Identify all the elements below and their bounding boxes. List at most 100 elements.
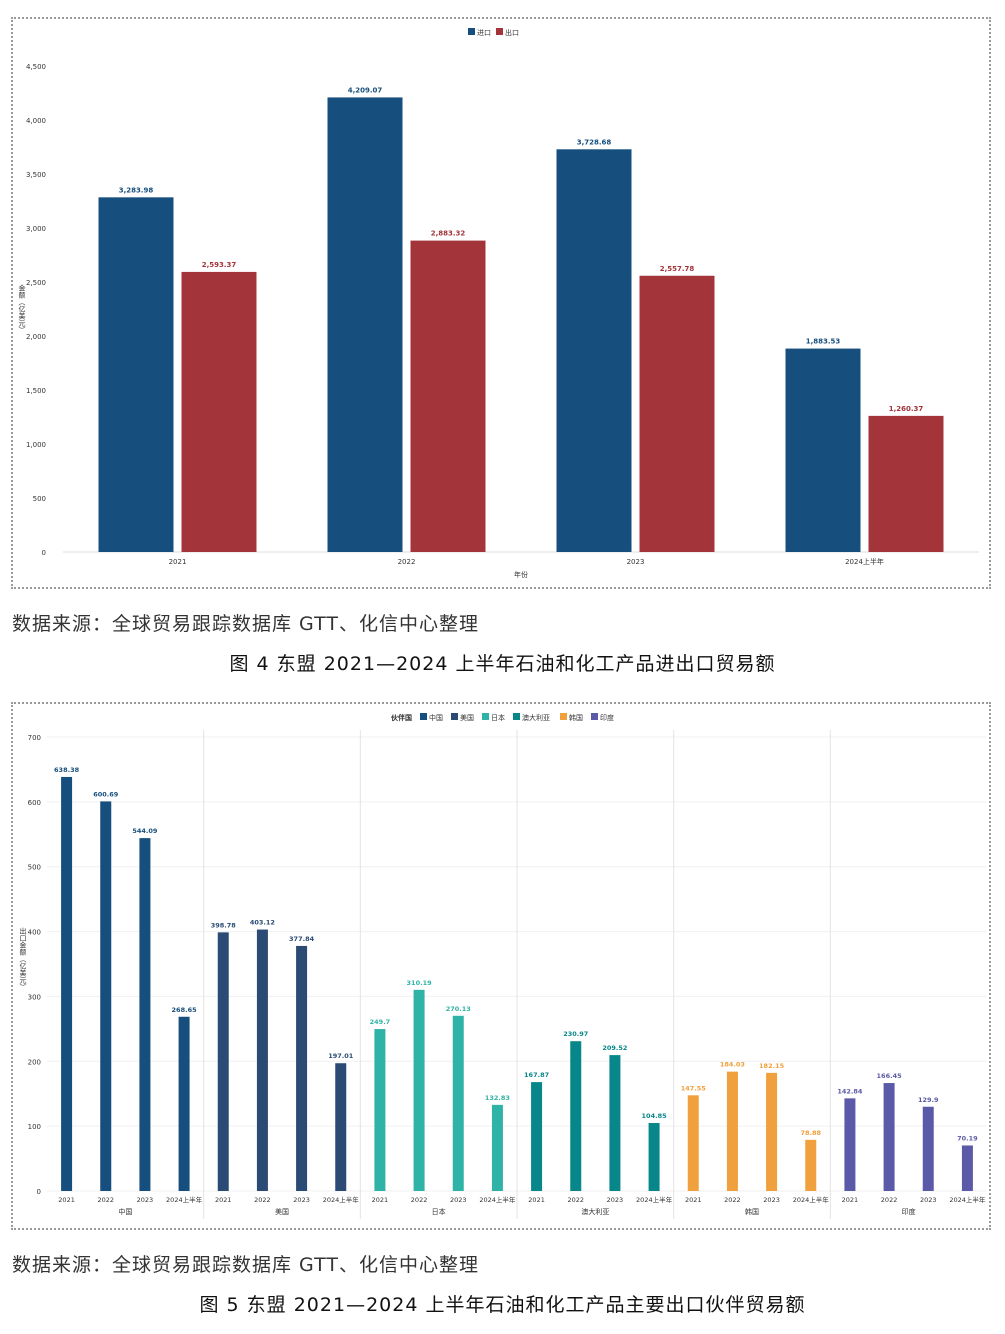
data-label: 142.84 (837, 1087, 863, 1095)
y-tick-label: 700 (28, 734, 41, 742)
legend-label-0: 中国 (429, 713, 443, 722)
bar-import-3 (785, 348, 861, 552)
bar-0-2 (139, 838, 151, 1191)
bar-4-2 (766, 1072, 778, 1191)
bar-0-0 (61, 776, 73, 1191)
x-tick-label: 2022 (881, 1196, 898, 1204)
figure-5-source: 数据来源：全球贸易跟踪数据库 GTT、化信中心整理 (12, 1254, 479, 1276)
figure-4-source: 数据来源：全球贸易跟踪数据库 GTT、化信中心整理 (12, 613, 479, 635)
y-tick-label: 3,500 (26, 171, 46, 179)
x-tick-label: 2024上半年 (949, 1195, 986, 1204)
bar-import-2 (556, 149, 632, 553)
y-tick-label: 200 (28, 1058, 41, 1066)
bar-3-3 (648, 1122, 660, 1191)
bar-1-1 (256, 929, 268, 1191)
chart-import-export-svg: 0 500 1,000 1,500 2,000 2,500 3,000 3,500 4,000 4… (18, 28, 979, 579)
y-tick-label: 3,000 (26, 225, 46, 233)
legend-label-5: 印度 (600, 713, 614, 722)
bar-3-1 (570, 1041, 582, 1191)
x-tick-label: 2024上半年 (793, 1195, 830, 1204)
x-tick-label: 2024上半年 (636, 1195, 673, 1204)
x-tick-label: 2023 (920, 1196, 937, 1204)
legend-swatch-1 (451, 713, 458, 720)
data-label: 270.13 (446, 1005, 471, 1013)
y-tick-label: 1,000 (26, 441, 46, 449)
x-tick-label: 2023 (293, 1196, 310, 1204)
bar-export-1 (410, 240, 486, 552)
legend-label-0: 进口 (477, 29, 491, 37)
y-axis-label: 出口金额（亿美元） (19, 927, 27, 991)
data-label: 638.38 (54, 766, 80, 774)
y-tick-label: 500 (28, 864, 41, 872)
bar-5-2 (922, 1106, 934, 1191)
group-label: 中国 (118, 1207, 132, 1216)
bar-1-2 (296, 945, 308, 1191)
x-tick-label: 2024上半年 (479, 1195, 516, 1204)
data-label: 2,883.32 (431, 230, 466, 238)
x-tick-label: 2021 (58, 1196, 75, 1204)
x-tick-label: 2022 (398, 558, 416, 566)
group-label: 美国 (275, 1207, 289, 1216)
x-axis-label: 年份 (514, 570, 528, 579)
chart-export-partners: 0 100 200 300 400 500 600 700 出口金额（亿美元） 伙伴国 中国 美国 日本… (11, 702, 991, 1230)
group-label: 澳大利亚 (581, 1207, 609, 1216)
data-label: 104.85 (642, 1112, 668, 1120)
bar-export-3 (868, 415, 944, 552)
data-label: 132.83 (485, 1094, 510, 1102)
x-tick-label: 2024上半年 (323, 1195, 360, 1204)
x-tick-label: 2024上半年 (166, 1195, 203, 1204)
data-label: 78.88 (800, 1129, 821, 1137)
y-tick-label: 500 (33, 495, 46, 503)
data-label: 600.69 (93, 790, 119, 798)
x-tick-label: 2021 (842, 1196, 859, 1204)
x-tick-label: 2022 (567, 1196, 584, 1204)
data-label: 184.03 (720, 1061, 745, 1069)
x-tick-label: 2021 (685, 1196, 702, 1204)
y-tick-label: 0 (37, 1188, 41, 1196)
data-label: 166.45 (877, 1072, 903, 1080)
y-tick-label: 2,500 (26, 279, 46, 287)
data-label: 377.84 (289, 935, 315, 943)
bar-1-3 (335, 1063, 347, 1191)
group-label: 印度 (902, 1207, 916, 1216)
y-tick-label: 400 (28, 929, 41, 937)
data-label: 167.87 (524, 1071, 549, 1079)
x-tick-label: 2021 (215, 1196, 232, 1204)
y-tick-label: 600 (28, 799, 41, 807)
bar-0-1 (100, 801, 112, 1191)
y-tick-label: 4,000 (26, 117, 46, 125)
legend-swatch-5 (591, 713, 598, 720)
data-label: 3,728.68 (577, 138, 612, 146)
legend-swatch-2 (482, 713, 489, 720)
x-tick-label: 2024上半年 (845, 557, 884, 566)
y-tick-label: 0 (42, 549, 46, 557)
legend-label-1: 美国 (460, 713, 474, 722)
y-axis-label: 金额（亿美元） (18, 284, 26, 334)
x-tick-label: 2022 (724, 1196, 741, 1204)
x-tick-label: 2023 (607, 1196, 624, 1204)
x-tick-label: 2023 (450, 1196, 467, 1204)
group-label: 日本 (432, 1207, 446, 1216)
data-label: 249.7 (370, 1018, 391, 1026)
bar-import-1 (327, 97, 403, 552)
x-tick-label: 2023 (627, 558, 645, 566)
x-tick-label: 2021 (372, 1196, 389, 1204)
bar-1-0 (217, 932, 229, 1191)
bar-3-0 (531, 1082, 543, 1191)
data-label: 129.9 (918, 1096, 939, 1104)
bar-2-2 (452, 1015, 464, 1191)
x-tick-label: 2021 (528, 1196, 545, 1204)
data-label: 4,209.07 (348, 86, 383, 94)
bar-5-3 (961, 1145, 973, 1191)
bar-4-0 (687, 1095, 699, 1191)
legend-swatch-4 (560, 713, 567, 720)
data-label: 1,260.37 (889, 405, 924, 413)
legend-swatch-0 (468, 28, 475, 35)
data-label: 182.15 (759, 1062, 785, 1070)
x-tick-label: 2022 (97, 1196, 114, 1204)
x-tick-label: 2023 (763, 1196, 780, 1204)
bar-0-3 (178, 1016, 190, 1191)
bar-2-0 (374, 1029, 386, 1191)
y-tick-label: 300 (28, 993, 41, 1001)
